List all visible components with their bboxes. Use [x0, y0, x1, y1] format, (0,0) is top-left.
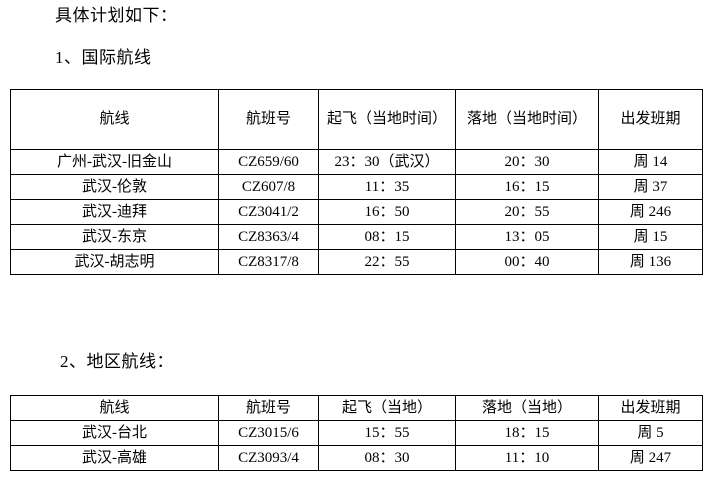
table-row: 武汉-胡志明 CZ8317/8 22：55 00：40 周 136: [10, 249, 703, 275]
table-row: 武汉-高雄 CZ3093/4 08：30 11：10 周 247: [10, 445, 703, 471]
section-heading-regional: 2、地区航线：: [60, 352, 174, 371]
column-header-route: 航线: [10, 89, 219, 150]
cell-departure: 11：35: [318, 174, 456, 200]
cell-arrival: 13：05: [455, 224, 599, 250]
column-header-route: 航线: [10, 395, 219, 421]
table-header-row: 航线 航班号 起飞（当地时间） 落地（当地时间） 出发班期: [10, 89, 703, 150]
column-header-flight-no: 航班号: [218, 89, 319, 150]
cell-flight-no: CZ8363/4: [218, 224, 319, 250]
table-row: 武汉-伦敦 CZ607/8 11：35 16：15 周 37: [10, 174, 703, 200]
column-header-days: 出发班期: [598, 89, 703, 150]
cell-departure: 23：30（武汉）: [318, 149, 456, 175]
cell-flight-no: CZ659/60: [218, 149, 319, 175]
table-row: 武汉-东京 CZ8363/4 08：15 13：05 周 15: [10, 224, 703, 250]
column-header-arrival: 落地（当地时间）: [455, 89, 599, 150]
cell-arrival: 16：15: [455, 174, 599, 200]
table-header-row: 航线 航班号 起飞（当地） 落地（当地） 出发班期: [10, 395, 703, 421]
cell-days: 周 37: [598, 174, 703, 200]
cell-departure: 08：15: [318, 224, 456, 250]
cell-route: 武汉-迪拜: [10, 199, 219, 225]
cell-flight-no: CZ3015/6: [218, 420, 319, 446]
cell-arrival: 20：30: [455, 149, 599, 175]
cell-departure: 15：55: [318, 420, 456, 446]
table-row: 武汉-迪拜 CZ3041/2 16：50 20：55 周 246: [10, 199, 703, 225]
column-header-arrival: 落地（当地）: [455, 395, 599, 421]
cell-flight-no: CZ3041/2: [218, 199, 319, 225]
cell-days: 周 246: [598, 199, 703, 225]
cell-days: 周 136: [598, 249, 703, 275]
cell-arrival: 20：55: [455, 199, 599, 225]
cell-departure: 08：30: [318, 445, 456, 471]
column-header-departure: 起飞（当地）: [318, 395, 456, 421]
cell-route: 广州-武汉-旧金山: [10, 149, 219, 175]
cell-days: 周 5: [598, 420, 703, 446]
column-header-departure: 起飞（当地时间）: [318, 89, 456, 150]
cell-route: 武汉-高雄: [10, 445, 219, 471]
table-row: 广州-武汉-旧金山 CZ659/60 23：30（武汉） 20：30 周 14: [10, 149, 703, 175]
cell-flight-no: CZ607/8: [218, 174, 319, 200]
cell-flight-no: CZ8317/8: [218, 249, 319, 275]
regional-routes-table: 航线 航班号 起飞（当地） 落地（当地） 出发班期 武汉-台北 CZ3015/6…: [10, 395, 703, 471]
cell-days: 周 14: [598, 149, 703, 175]
cell-route: 武汉-东京: [10, 224, 219, 250]
cell-days: 周 15: [598, 224, 703, 250]
cell-flight-no: CZ3093/4: [218, 445, 319, 471]
international-routes-table: 航线 航班号 起飞（当地时间） 落地（当地时间） 出发班期 广州-武汉-旧金山 …: [10, 89, 703, 275]
cell-days: 周 247: [598, 445, 703, 471]
table-row: 武汉-台北 CZ3015/6 15：55 18：15 周 5: [10, 420, 703, 446]
cell-departure: 22：55: [318, 249, 456, 275]
cell-route: 武汉-胡志明: [10, 249, 219, 275]
cell-departure: 16：50: [318, 199, 456, 225]
intro-line: 具体计划如下：: [55, 6, 178, 25]
cell-arrival: 18：15: [455, 420, 599, 446]
cell-arrival: 00：40: [455, 249, 599, 275]
section-heading-international: 1、国际航线: [55, 48, 152, 67]
column-header-flight-no: 航班号: [218, 395, 319, 421]
column-header-days: 出发班期: [598, 395, 703, 421]
cell-route: 武汉-台北: [10, 420, 219, 446]
cell-arrival: 11：10: [455, 445, 599, 471]
cell-route: 武汉-伦敦: [10, 174, 219, 200]
